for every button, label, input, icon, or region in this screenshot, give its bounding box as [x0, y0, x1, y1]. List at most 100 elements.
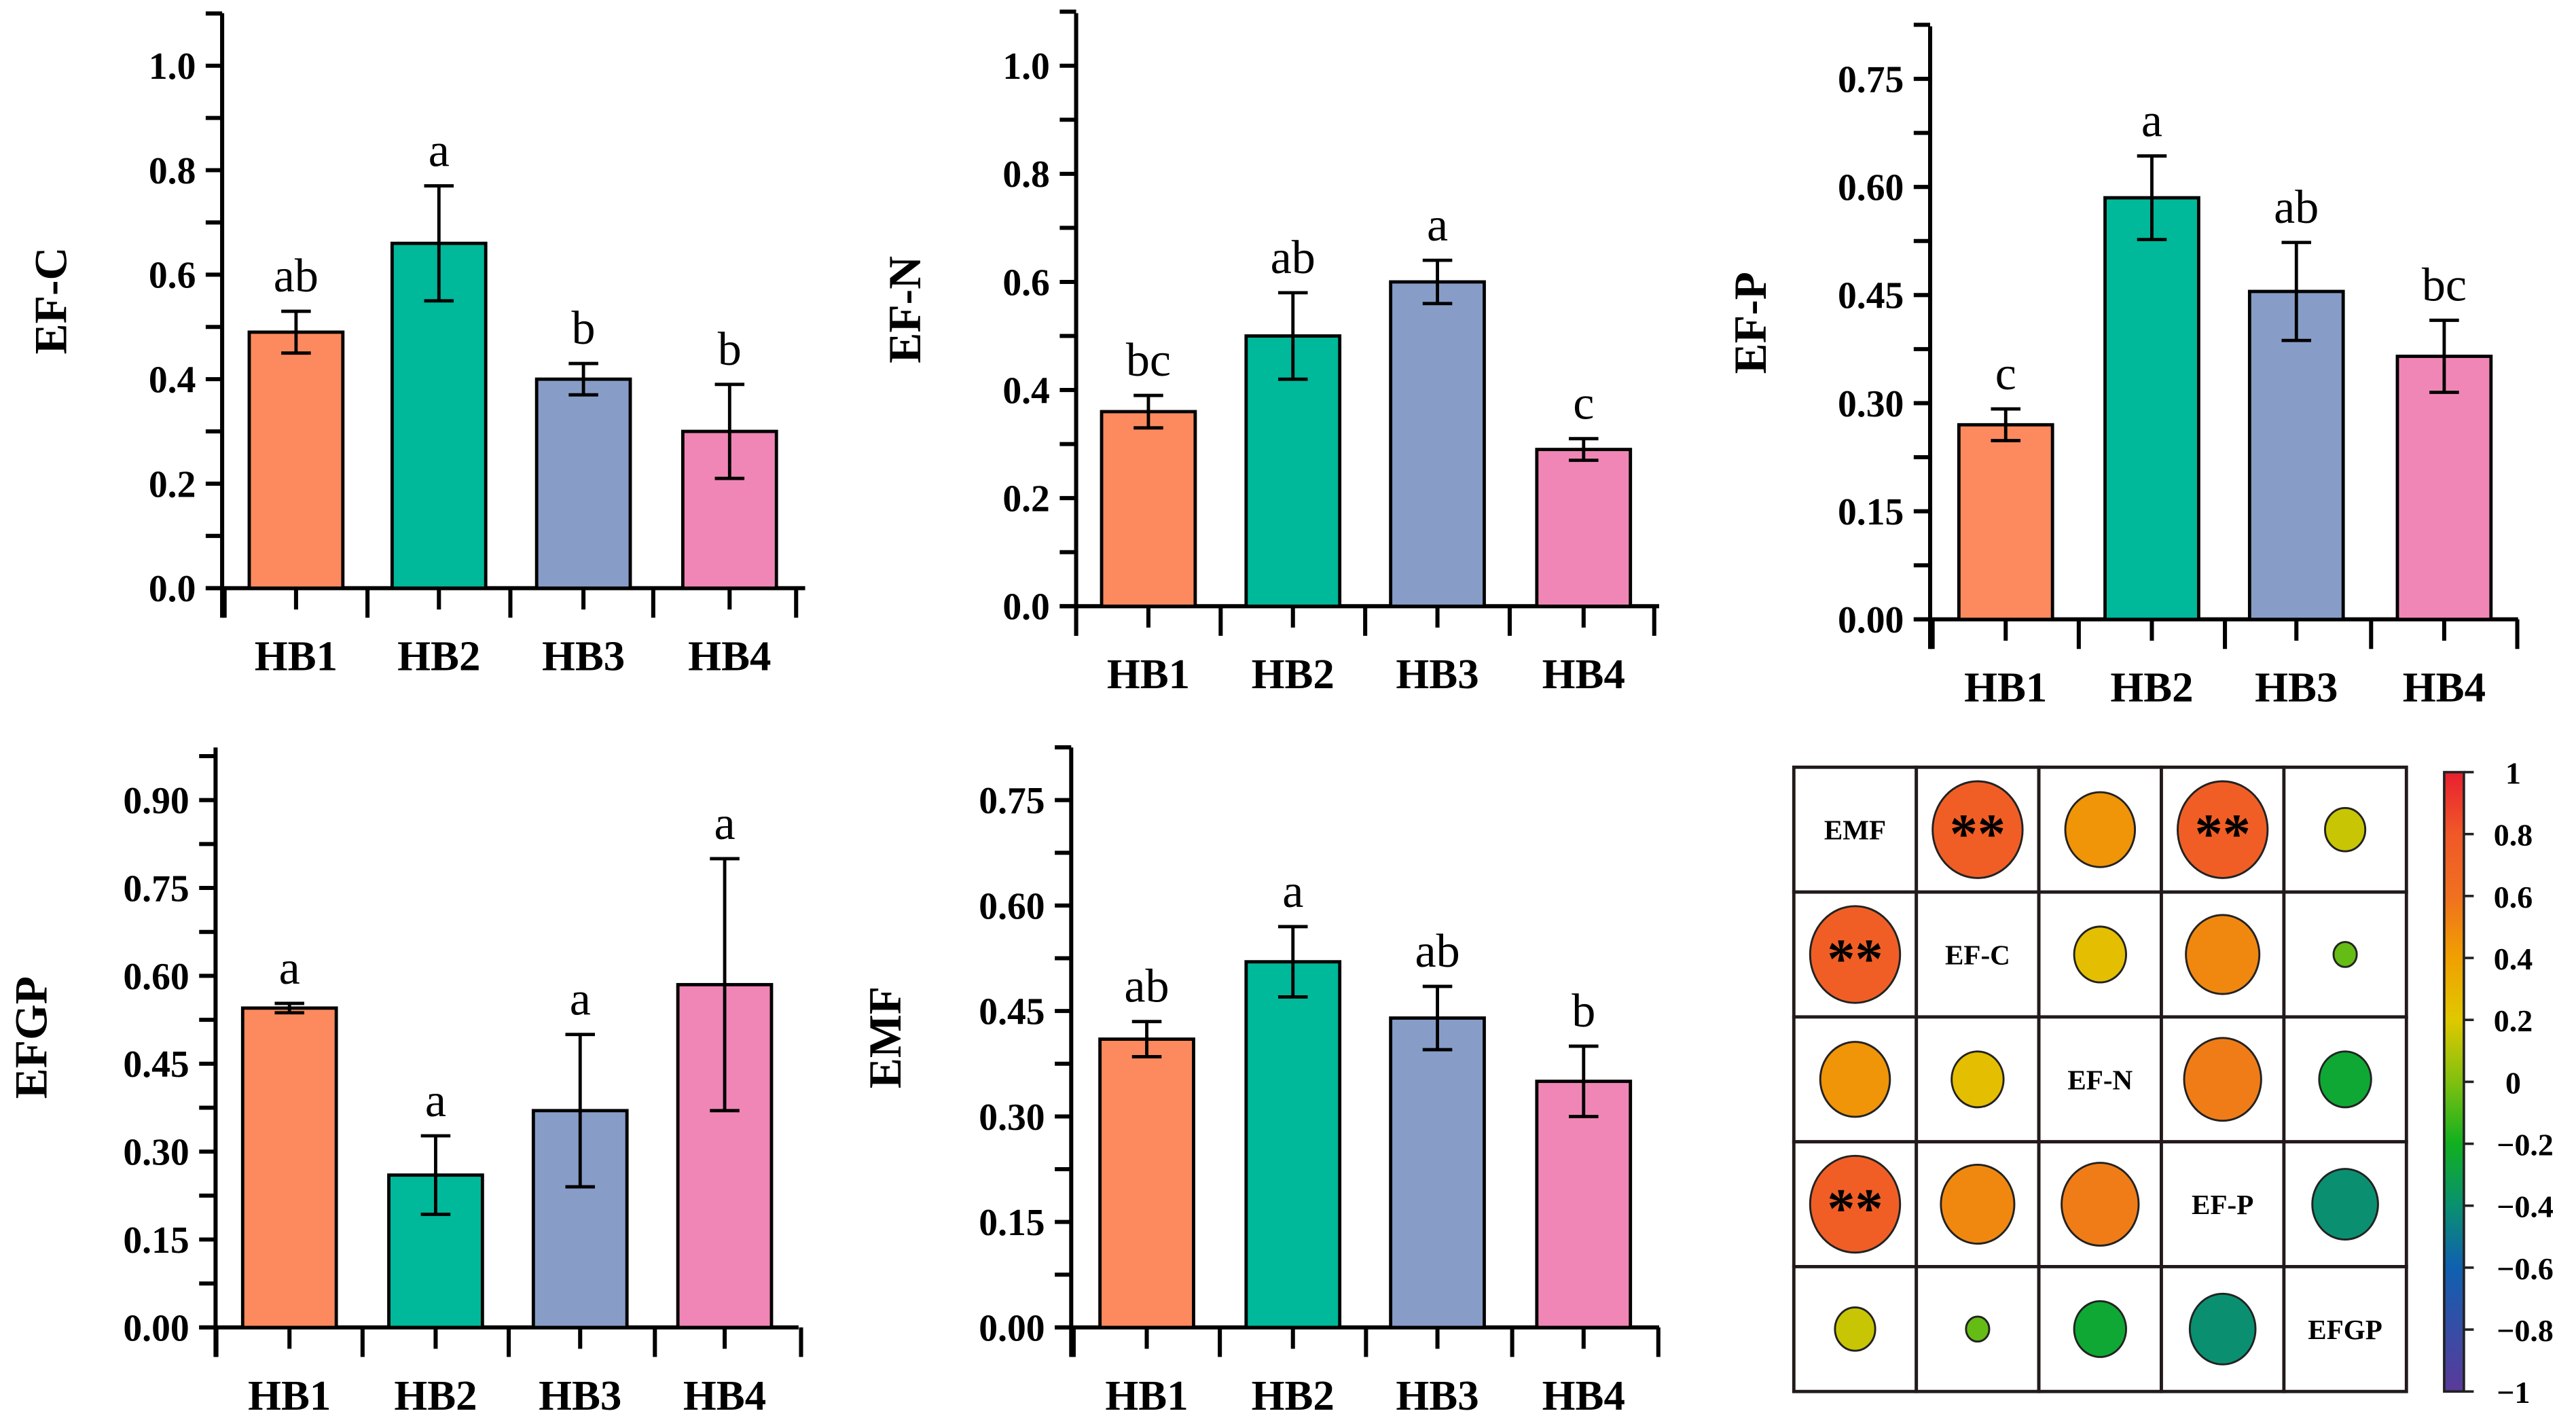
significance-letter: b — [1572, 985, 1595, 1037]
x-tick-label: HB2 — [1252, 650, 1335, 698]
bar-hb1 — [1098, 1037, 1195, 1330]
bar-hb4 — [1535, 448, 1633, 608]
variable-label: EF-C — [1945, 939, 2010, 970]
matrix-cell — [2160, 1140, 2286, 1268]
x-tick-label: HB3 — [539, 1372, 621, 1419]
correlation-circle — [1809, 1154, 1902, 1254]
significance-letter: a — [425, 1075, 446, 1127]
y-tick-label: 0.30 — [1838, 383, 1904, 425]
y-tick-label: 0.8 — [1002, 154, 1050, 196]
bar-hb3 — [534, 377, 632, 590]
bar-panel-ef-n: 0.0 0.2 0.4 0.6 0.8 1.0 bc HB1 ab HB2 a HB3 c HB4 EF-N — [879, 10, 1660, 698]
matrix-cell — [2282, 765, 2408, 894]
y-tick-label: 0.60 — [123, 956, 189, 998]
y-axis-label: EMF — [860, 986, 911, 1088]
y-tick-label: 0.00 — [1838, 599, 1904, 641]
y-axis-label: EF-P — [1725, 272, 1776, 374]
y-tick-label: 0.30 — [123, 1132, 189, 1174]
colorbar-tick-label: 0 — [2505, 1065, 2521, 1100]
x-tick-label: HB2 — [1252, 1372, 1335, 1419]
correlation-circle — [1965, 1315, 1991, 1343]
significance-letter: ab — [1271, 232, 1316, 284]
significance-marker: ** — [1827, 1177, 1883, 1239]
correlation-circle — [2064, 791, 2137, 868]
correlation-circle — [1931, 780, 2024, 879]
x-tick-label: HB4 — [1542, 650, 1625, 698]
x-tick-label: HB3 — [2255, 664, 2338, 711]
colorbar-tick-label: −0.4 — [2497, 1190, 2554, 1224]
y-tick-label: 0.6 — [149, 255, 196, 297]
y-tick-label: 0.15 — [1838, 491, 1904, 533]
bar-hb2 — [1244, 334, 1342, 608]
significance-letter: b — [718, 323, 742, 376]
colorbar-tick-label: 0.6 — [2494, 880, 2533, 914]
x-tick-label: HB2 — [2110, 664, 2193, 711]
y-tick-label: 0.15 — [979, 1202, 1045, 1244]
significance-letter: bc — [1126, 334, 1171, 387]
bar-hb3 — [2247, 289, 2345, 622]
y-tick-label: 0.75 — [1838, 58, 1904, 101]
significance-letter: a — [279, 942, 300, 995]
x-tick-label: HB1 — [1107, 650, 1190, 698]
colorbar-tick-label: −0.2 — [2497, 1127, 2554, 1162]
significance-letter: b — [572, 302, 596, 355]
y-tick-label: 0.75 — [123, 868, 189, 910]
significance-letter: a — [2141, 95, 2162, 147]
correlation-circle — [1809, 905, 1902, 1004]
bar-hb3 — [1389, 280, 1486, 608]
y-tick-label: 0.0 — [1002, 586, 1050, 628]
colorbar-tick-label: 1 — [2505, 755, 2521, 790]
y-tick-label: 0.2 — [149, 463, 196, 505]
significance-marker: ** — [1950, 803, 2006, 865]
y-axis-label: EFGP — [5, 976, 56, 1099]
y-tick-label: 1.0 — [149, 46, 196, 88]
matrix-cell — [1792, 765, 1919, 894]
bar-panel-efgp: 0.00 0.15 0.30 0.45 0.60 0.75 0.90 a HB1 a HB2 a HB3… — [5, 747, 803, 1419]
matrix-cell — [2037, 1015, 2163, 1144]
correlation-circle — [2073, 1300, 2127, 1358]
correlation-circle — [1834, 1306, 1876, 1352]
y-tick-label: 0.60 — [1838, 167, 1904, 209]
significance-letter: ab — [1124, 961, 1169, 1013]
significance-letter: a — [714, 798, 735, 850]
x-tick-label: HB3 — [542, 632, 625, 680]
y-axis-label: EF-N — [879, 256, 930, 363]
colorbar-tick-label: 0.2 — [2494, 1003, 2533, 1038]
correlation-circle — [2061, 1162, 2140, 1247]
correlation-circle — [1951, 1050, 2005, 1109]
significance-letter: a — [570, 974, 591, 1026]
significance-letter: c — [1995, 348, 2016, 400]
correlation-circle — [2188, 1292, 2257, 1366]
x-tick-label: HB1 — [248, 1372, 331, 1419]
y-tick-label: 0.8 — [149, 150, 196, 192]
colorbar-tick-label: −1 — [2497, 1375, 2530, 1410]
y-tick-label: 0.45 — [1838, 275, 1904, 317]
significance-letter: ab — [1415, 925, 1459, 978]
correlation-matrix: EMF ** ** ** EF-C EF-N ** EF-P EFGP — [1792, 765, 2408, 1393]
y-tick-label: 0.00 — [979, 1307, 1045, 1349]
y-tick-label: 0.45 — [123, 1044, 189, 1086]
matrix-cell — [2282, 1265, 2408, 1393]
variable-label: EMF — [1824, 815, 1886, 846]
bar-hb1 — [1100, 410, 1197, 608]
correlation-circle — [2177, 780, 2269, 879]
bar-hb1 — [1957, 423, 2054, 622]
bar-panel-ef-p: 0.00 0.15 0.30 0.45 0.60 0.75 c HB1 a HB2 ab HB3 bc H… — [1725, 22, 2520, 711]
significance-letter: c — [1573, 378, 1594, 430]
correlation-circle — [2073, 925, 2127, 984]
y-tick-label: 0.45 — [979, 991, 1045, 1033]
x-tick-label: HB3 — [1396, 650, 1479, 698]
variable-label: EFGP — [2308, 1314, 2382, 1345]
correlation-circle — [2183, 1037, 2262, 1122]
x-tick-label: HB4 — [1542, 1372, 1625, 1419]
x-tick-label: HB4 — [2403, 664, 2486, 711]
matrix-cell — [2037, 890, 2163, 1019]
x-tick-label: HB2 — [397, 632, 480, 680]
x-tick-label: HB2 — [394, 1372, 477, 1419]
significance-letter: a — [1427, 199, 1448, 251]
significance-letter: bc — [2422, 259, 2467, 311]
x-tick-label: HB4 — [688, 632, 771, 680]
significance-marker: ** — [2195, 803, 2251, 865]
correlation-circle — [2318, 1050, 2372, 1109]
